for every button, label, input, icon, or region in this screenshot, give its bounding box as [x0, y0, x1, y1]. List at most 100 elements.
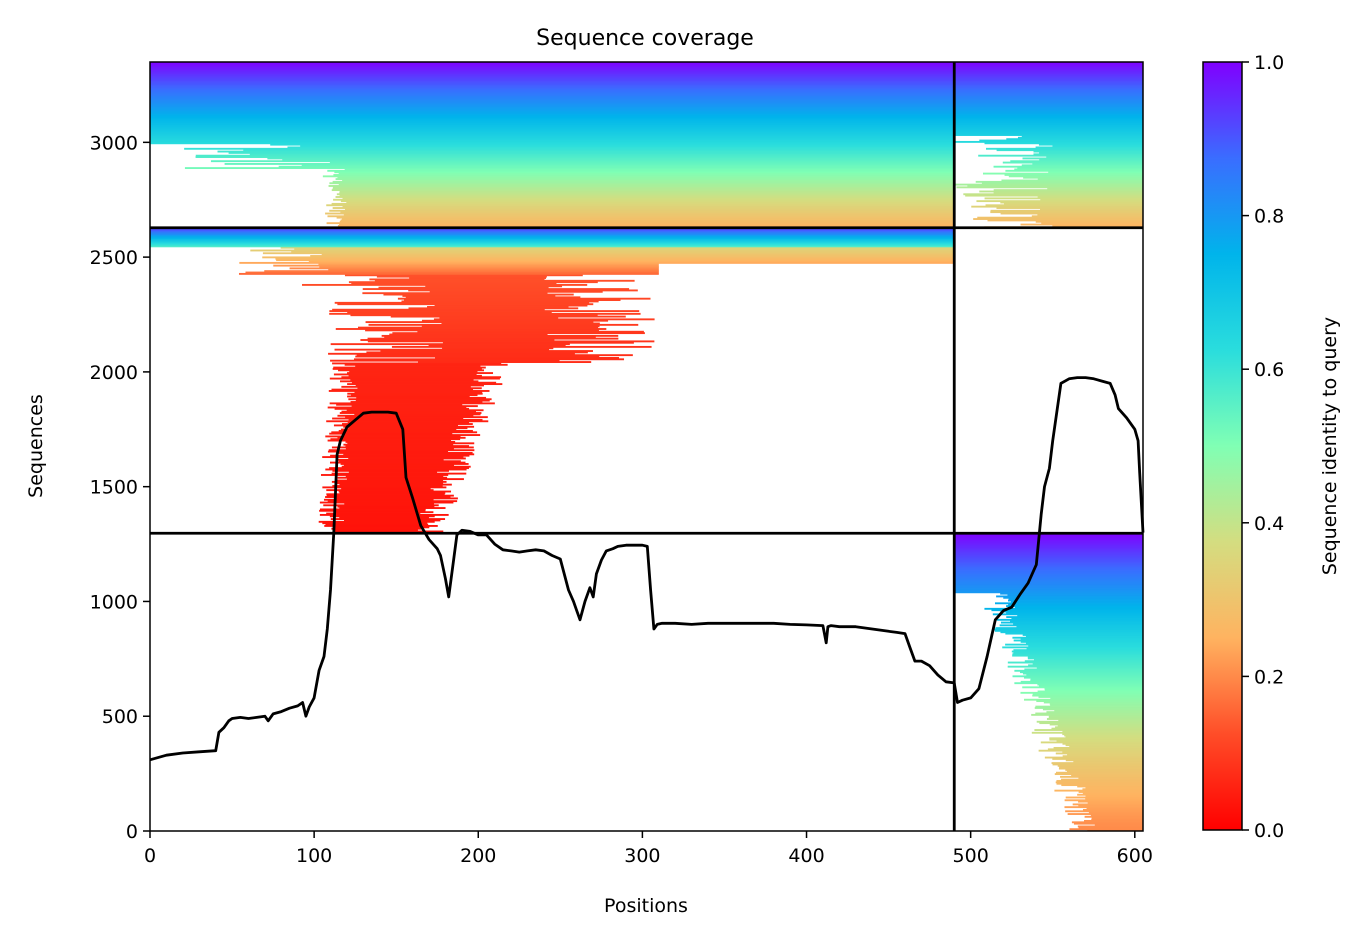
heatmap-row — [954, 78, 1143, 81]
heatmap-row — [1049, 723, 1143, 726]
heatmap-row — [1017, 136, 1143, 139]
heatmap-row — [335, 328, 607, 330]
heatmap-row — [330, 518, 446, 520]
heatmap-row — [1077, 793, 1143, 796]
heatmap-row — [1055, 726, 1143, 729]
heatmap-row — [1082, 808, 1143, 811]
heatmap-row — [300, 145, 955, 147]
heatmap-row — [441, 322, 600, 325]
heatmap-row — [1041, 222, 1143, 225]
heatmap-row — [1028, 664, 1143, 667]
heatmap-row — [336, 479, 444, 482]
heatmap-row — [1023, 176, 1143, 179]
heatmap-row — [1031, 713, 1143, 716]
heatmap-row — [321, 253, 955, 256]
heatmap-row — [1035, 220, 1143, 223]
heatmap-row — [333, 198, 955, 201]
heatmap-row — [355, 355, 600, 358]
heatmap-row — [329, 161, 955, 164]
heatmap-row — [342, 179, 955, 182]
heatmap-row — [1048, 171, 1143, 174]
heatmap-row — [954, 569, 1143, 572]
heatmap-row — [150, 92, 955, 95]
heatmap-row — [341, 376, 502, 379]
heatmap-row — [150, 99, 955, 102]
heatmap-row — [1062, 730, 1143, 733]
heatmap-row — [954, 541, 1143, 544]
heatmap-row — [1091, 818, 1143, 821]
heatmap-row — [1053, 746, 1143, 749]
heatmap-row — [990, 209, 1143, 212]
heatmap-row — [329, 377, 500, 380]
heatmap-row — [228, 151, 955, 154]
heatmap-row — [1065, 735, 1143, 738]
heatmap-row — [1084, 815, 1143, 818]
heatmap-row — [1033, 153, 1143, 156]
heatmap-row — [289, 267, 659, 270]
heatmap-row — [347, 395, 470, 398]
heatmap-row — [1038, 143, 1143, 146]
heatmap-row — [1030, 678, 1143, 680]
heatmap-row — [1038, 696, 1143, 698]
heatmap-row — [1036, 700, 1143, 703]
block-separators — [150, 62, 1143, 831]
heatmap-row — [249, 153, 955, 156]
heatmap-row — [287, 146, 955, 149]
heatmap-row — [1072, 803, 1143, 806]
heatmap-row — [956, 186, 1143, 189]
heatmap-row — [421, 319, 609, 322]
heatmap-row — [342, 434, 481, 436]
heatmap-row — [1001, 179, 1143, 182]
heatmap-row — [1005, 643, 1143, 646]
heatmap-row — [348, 471, 438, 474]
heatmap-row — [150, 134, 955, 136]
heatmap-row — [342, 205, 955, 208]
heatmap-row — [150, 94, 955, 97]
heatmap-row — [1077, 785, 1143, 788]
chart-title: Sequence coverage — [536, 26, 754, 51]
y-tick-label: 500 — [102, 706, 138, 728]
heatmap-row — [325, 496, 451, 498]
heatmap-row — [1005, 632, 1143, 635]
heatmap-row — [1031, 215, 1143, 218]
heatmap-row — [954, 587, 1143, 590]
heatmap-row — [335, 482, 444, 485]
heatmap-row — [1046, 718, 1143, 720]
y-axis: 0 500 1000 1500 2000 2500 3000 — [90, 132, 150, 843]
heatmap-row — [979, 139, 1143, 142]
heatmap-row — [1044, 687, 1143, 690]
heatmap-row — [339, 190, 955, 193]
heatmap-row — [342, 197, 955, 200]
heatmap-row — [150, 127, 955, 130]
heatmap-row — [343, 443, 454, 446]
heatmap-row — [954, 92, 1143, 95]
heatmap-row — [1039, 151, 1143, 154]
heatmap-row — [1091, 817, 1143, 820]
heatmap-row — [954, 128, 1143, 131]
heatmap-row — [350, 314, 598, 317]
heatmap-row — [224, 163, 955, 165]
heatmap-row — [1024, 660, 1143, 663]
heatmap-row — [323, 498, 434, 501]
heatmap-row — [434, 304, 588, 307]
heatmap-row — [1003, 596, 1143, 599]
heatmap-row — [150, 112, 955, 114]
heatmap-row — [1067, 753, 1143, 756]
heatmap-row — [341, 487, 431, 490]
heatmap-row — [150, 131, 955, 134]
heatmap-row — [1071, 774, 1143, 777]
heatmap-row — [384, 336, 596, 339]
heatmap-row — [150, 70, 955, 73]
heatmap-row — [954, 85, 1143, 88]
heatmap-row — [343, 453, 475, 456]
heatmap-row — [996, 207, 1143, 209]
heatmap-row — [954, 125, 1143, 128]
heatmap-row — [334, 511, 434, 514]
heatmap-row — [1054, 709, 1143, 712]
heatmap-row — [327, 450, 449, 453]
heatmap-row — [1024, 668, 1143, 671]
heatmap-row — [150, 80, 955, 83]
plot-frame — [149, 61, 1144, 832]
heatmap-row — [150, 125, 955, 128]
